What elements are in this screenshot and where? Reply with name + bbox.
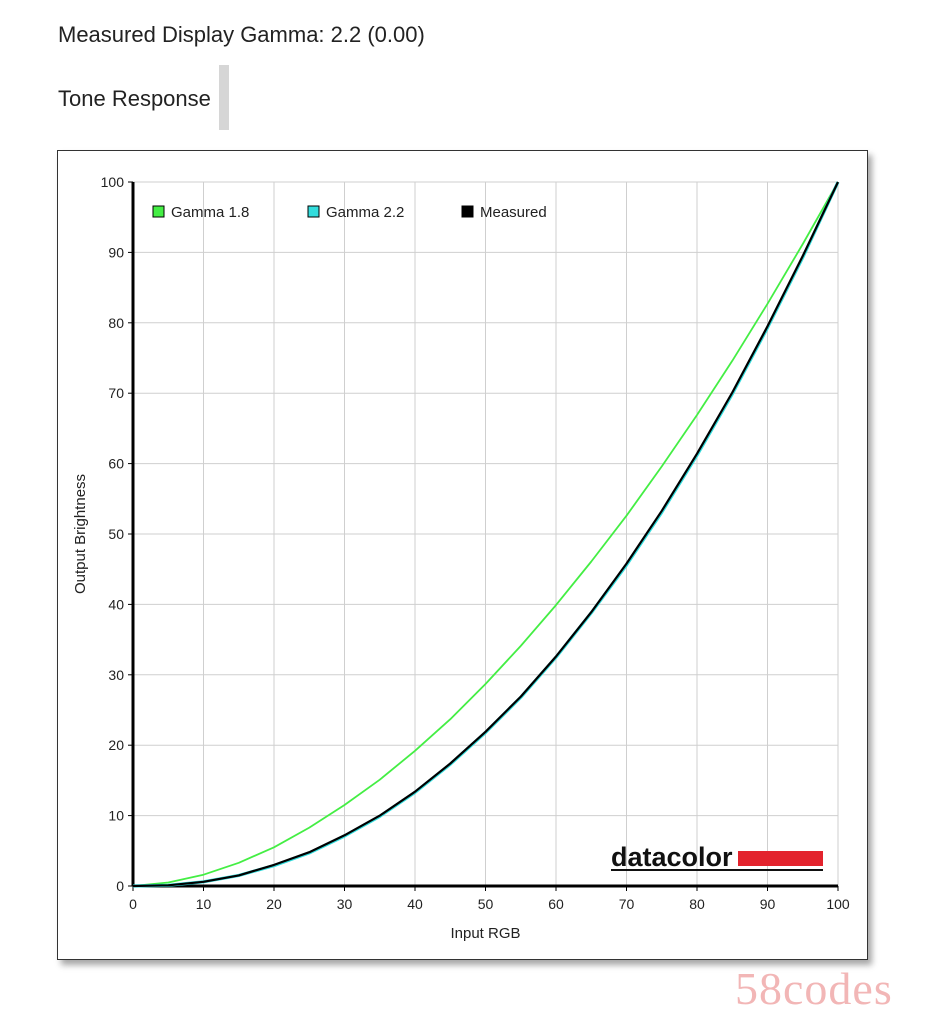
x-tick-label: 60	[548, 896, 564, 912]
series-line-gamma-1-8	[132, 181, 839, 887]
watermark-text: 58codes	[735, 963, 893, 1014]
tone-response-heading: Tone Response	[58, 86, 211, 111]
datacolor-logo-bar	[738, 851, 823, 866]
legend-label: Gamma 2.2	[326, 204, 404, 221]
y-tick-label: 80	[108, 315, 124, 331]
datacolor-logo-text: datacolor	[611, 842, 733, 872]
legend-swatch	[152, 205, 165, 218]
x-tick-label: 50	[478, 896, 494, 912]
legend-swatch	[461, 205, 474, 218]
x-tick-label: 30	[337, 896, 353, 912]
y-tick-label: 70	[108, 385, 124, 401]
x-tick-label: 90	[760, 896, 776, 912]
x-tick-label: 0	[129, 896, 137, 912]
datacolor-logo: datacolor	[611, 842, 823, 872]
legend-swatch	[307, 205, 320, 218]
legend-label: Measured	[480, 204, 547, 221]
x-tick-label: 80	[689, 896, 705, 912]
measured-gamma-heading: Measured Display Gamma: 2.2 (0.00)	[58, 22, 425, 47]
series-line-measured	[132, 181, 839, 888]
y-tick-label: 10	[108, 808, 124, 824]
chart-svg: 0 10 20 30 40 50 60 70 80 90 100 0 10 20 30 40 50 60 70 80 9…	[72, 174, 850, 942]
x-tick-label: 40	[407, 896, 423, 912]
y-tick-label: 0	[116, 878, 124, 894]
y-tick-label: 90	[108, 244, 124, 260]
y-tick-label: 40	[108, 596, 124, 612]
tone-response-chart: 0 10 20 30 40 50 60 70 80 90 100 0 10 20 30 40 50 60 70 80 9…	[57, 150, 868, 960]
y-axis-title: Output Brightness	[72, 474, 89, 594]
y-tick-label: 50	[108, 526, 124, 542]
legend-label: Gamma 1.8	[171, 204, 249, 221]
grid-layer	[133, 181, 839, 886]
y-tick-label: 100	[101, 174, 125, 190]
x-tick-label: 70	[619, 896, 635, 912]
x-axis-title: Input RGB	[450, 925, 520, 942]
y-tick-label: 30	[108, 667, 124, 683]
axis-layer: 0 10 20 30 40 50 60 70 80 90 100 0 10 20 30 40 50 60 70 80 9…	[72, 174, 850, 942]
y-tick-label: 60	[108, 456, 124, 472]
x-tick-label: 20	[266, 896, 282, 912]
section-divider-bar	[219, 65, 229, 130]
x-tick-label: 100	[826, 896, 850, 912]
y-tick-label: 20	[108, 737, 124, 753]
chart-legend: Gamma 1.8 Gamma 2.2 Measured	[152, 204, 547, 221]
x-tick-label: 10	[196, 896, 212, 912]
series-layer	[132, 181, 840, 888]
